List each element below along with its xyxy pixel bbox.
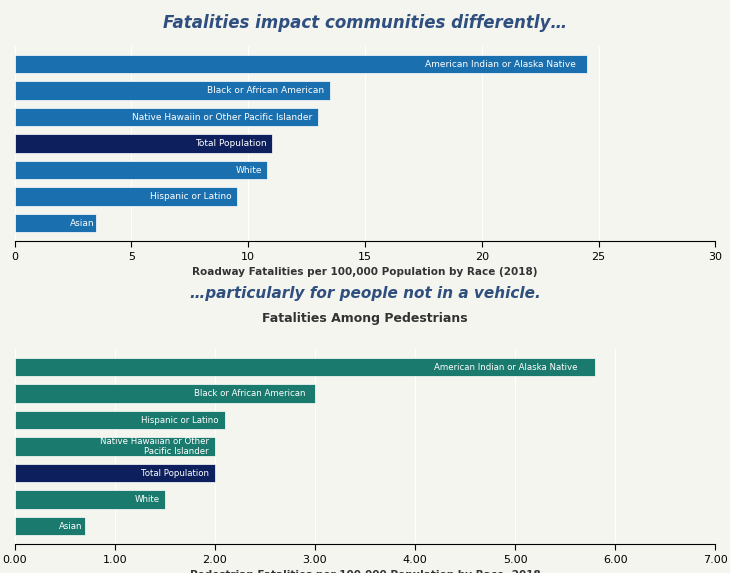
Text: American Indian or Alaska Native: American Indian or Alaska Native [434, 363, 578, 371]
Bar [15, 161, 267, 179]
Text: White: White [235, 166, 262, 175]
Bar [15, 411, 225, 429]
Text: Hispanic or Latino: Hispanic or Latino [150, 192, 232, 201]
Text: Hispanic or Latino: Hispanic or Latino [141, 415, 218, 425]
Bar [15, 108, 318, 126]
Text: Fatalities Among Pedestrians: Fatalities Among Pedestrians [262, 312, 468, 325]
Bar [15, 214, 96, 233]
X-axis label: Pedestrian Fatalities per 100,000 Population by Race, 2018: Pedestrian Fatalities per 100,000 Popula… [190, 570, 540, 573]
Text: Black or African American: Black or African American [207, 86, 323, 95]
Bar [15, 437, 215, 456]
Text: White: White [135, 495, 161, 504]
Bar [15, 517, 85, 535]
Text: Total Population: Total Population [141, 469, 209, 478]
Bar [15, 81, 330, 100]
Bar [15, 464, 215, 482]
Text: Black or African American: Black or African American [194, 389, 306, 398]
Text: Asian: Asian [70, 219, 95, 227]
Text: Native Hawaiian or Other
Pacific Islander: Native Hawaiian or Other Pacific Islande… [100, 437, 209, 456]
Text: …particularly for people not in a vehicle.: …particularly for people not in a vehicl… [190, 286, 540, 301]
Bar [15, 134, 272, 153]
Bar [15, 490, 165, 509]
X-axis label: Roadway Fatalities per 100,000 Population by Race (2018): Roadway Fatalities per 100,000 Populatio… [192, 268, 538, 277]
Text: Fatalities impact communities differently…: Fatalities impact communities differentl… [163, 14, 567, 32]
Bar [15, 358, 595, 376]
Bar [15, 55, 587, 73]
Bar [15, 384, 315, 403]
Text: Asian: Asian [59, 521, 82, 531]
Text: Native Hawaiin or Other Pacific Islander: Native Hawaiin or Other Pacific Islander [132, 112, 312, 121]
Text: Total Population: Total Population [195, 139, 266, 148]
Bar [15, 187, 237, 206]
Text: American Indian or Alaska Native: American Indian or Alaska Native [425, 60, 575, 69]
